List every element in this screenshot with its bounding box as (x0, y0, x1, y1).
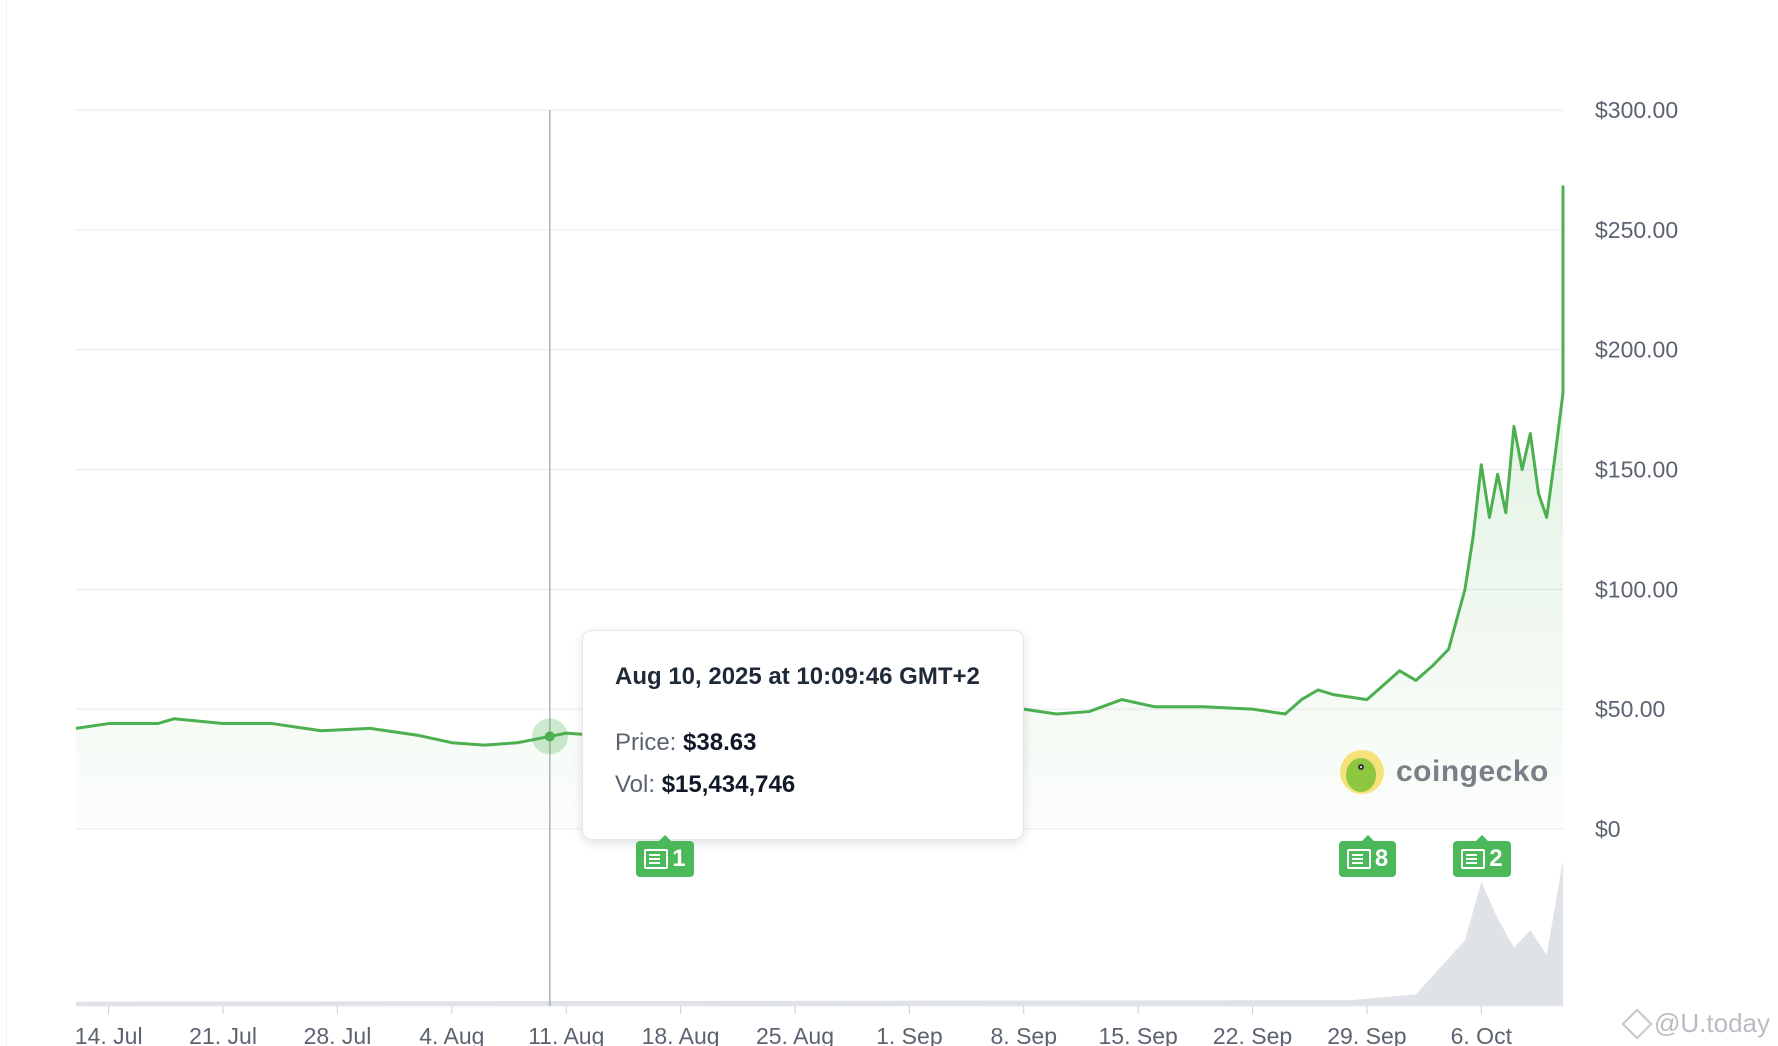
news-badge[interactable]: 2 (1453, 835, 1511, 877)
watermark-icon (1621, 1007, 1653, 1040)
watermark-text: @U.today (1654, 1008, 1770, 1038)
news-count: 8 (1374, 845, 1389, 872)
x-tick-label: 15. Sep (1098, 1023, 1177, 1046)
newspaper-icon (1346, 849, 1371, 869)
crosshair-point (544, 731, 555, 742)
y-tick-label: $50.00 (1595, 696, 1665, 722)
logo-text: coingecko (1396, 755, 1549, 788)
tooltip-price-row: Price: $38.63 (615, 729, 991, 757)
price-line (75, 185, 1565, 747)
x-tick-label: 22. Sep (1213, 1023, 1292, 1046)
x-tick-label: 8. Sep (991, 1023, 1058, 1046)
news-count: 1 (672, 845, 686, 872)
news-count: 2 (1489, 845, 1503, 872)
tooltip-price-value: $38.63 (683, 729, 757, 756)
x-tick-label: 1. Sep (876, 1023, 943, 1046)
volume-area (76, 860, 1563, 1006)
watermark: @U.today (1621, 1007, 1770, 1040)
coingecko-logo: coingecko (1340, 750, 1549, 794)
y-tick-label: $200.00 (1595, 337, 1678, 363)
y-tick-label: $250.00 (1595, 217, 1678, 243)
newspaper-icon (1461, 849, 1486, 869)
left-divider (6, 0, 7, 1046)
news-badge[interactable]: 8 (1338, 835, 1397, 877)
news-badge[interactable]: 1 (636, 835, 694, 877)
price-tooltip: Aug 10, 2025 at 10:09:46 GMT+2 Price: $3… (582, 630, 1024, 840)
x-tick-label: 28. Jul (304, 1023, 372, 1046)
tooltip-volume-row: Vol: $15,434,746 (615, 771, 991, 799)
gecko-icon (1340, 750, 1384, 794)
x-tick-label: 18. Aug (642, 1023, 720, 1046)
tooltip-date: Aug 10, 2025 at 10:09:46 GMT+2 (615, 663, 980, 690)
x-tick-label: 14. Jul (75, 1023, 143, 1046)
x-tick-label: 4. Aug (419, 1023, 484, 1046)
x-tick-label: 6. Oct (1451, 1023, 1513, 1046)
price-area (76, 186, 1563, 829)
tooltip-price-label: Price: (615, 729, 677, 756)
tooltip-volume-label: Vol: (615, 771, 656, 798)
x-tick-label: 11. Aug (528, 1023, 604, 1046)
y-tick-label: $150.00 (1595, 457, 1678, 483)
x-tick-label: 21. Jul (189, 1023, 257, 1046)
y-tick-label: $0 (1595, 816, 1621, 842)
newspaper-icon (644, 849, 669, 869)
y-tick-label: $300.00 (1595, 97, 1678, 123)
x-tick-label: 25. Aug (756, 1023, 834, 1046)
y-tick-label: $100.00 (1595, 576, 1678, 602)
x-tick-label: 29. Sep (1327, 1023, 1406, 1046)
tooltip-volume-value: $15,434,746 (661, 771, 796, 798)
